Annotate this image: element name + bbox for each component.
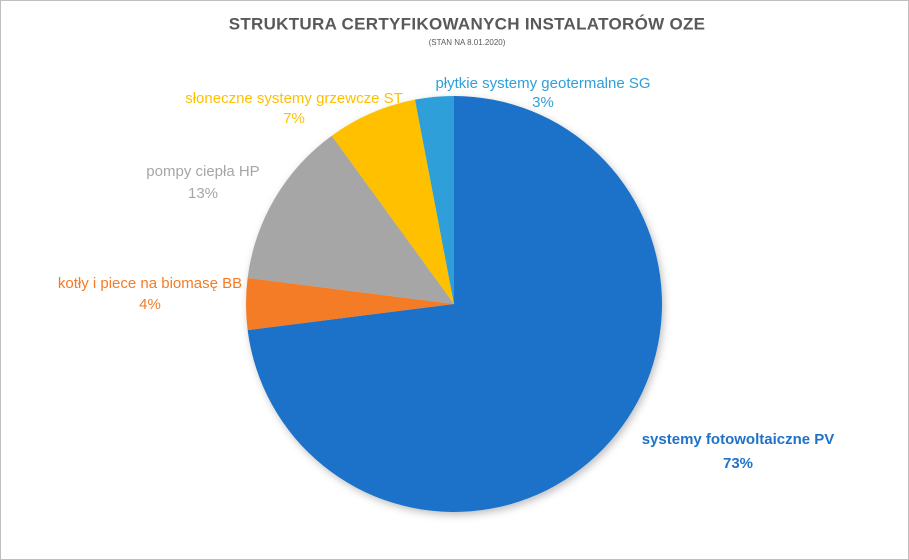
slice-label: płytkie systemy geotermalne SG (435, 75, 650, 92)
pie-slice (246, 277, 454, 331)
value-label: 7% (283, 110, 305, 127)
slice-label: kotły i piece na biomasę BB (58, 275, 242, 292)
slice-label: słoneczne systemy grzewcze ST (185, 90, 403, 107)
slice-label: pompy ciepła HP (146, 163, 259, 180)
pie-slice (247, 135, 454, 304)
chart-title: STRUKTURA CERTYFIKOWANYCH INSTALATORÓW O… (229, 14, 706, 33)
pie-slice (415, 96, 454, 304)
pie-slice (331, 99, 454, 304)
value-label: 13% (188, 185, 218, 202)
chart-subtitle: (STAN NA 8.01.2020) (429, 38, 506, 47)
value-label: 4% (139, 296, 161, 313)
slice-label: systemy fotowoltaiczne PV (642, 431, 835, 448)
value-label: 3% (532, 94, 554, 111)
pie-slice (247, 96, 663, 512)
value-label: 73% (723, 455, 753, 472)
pie (246, 96, 663, 512)
